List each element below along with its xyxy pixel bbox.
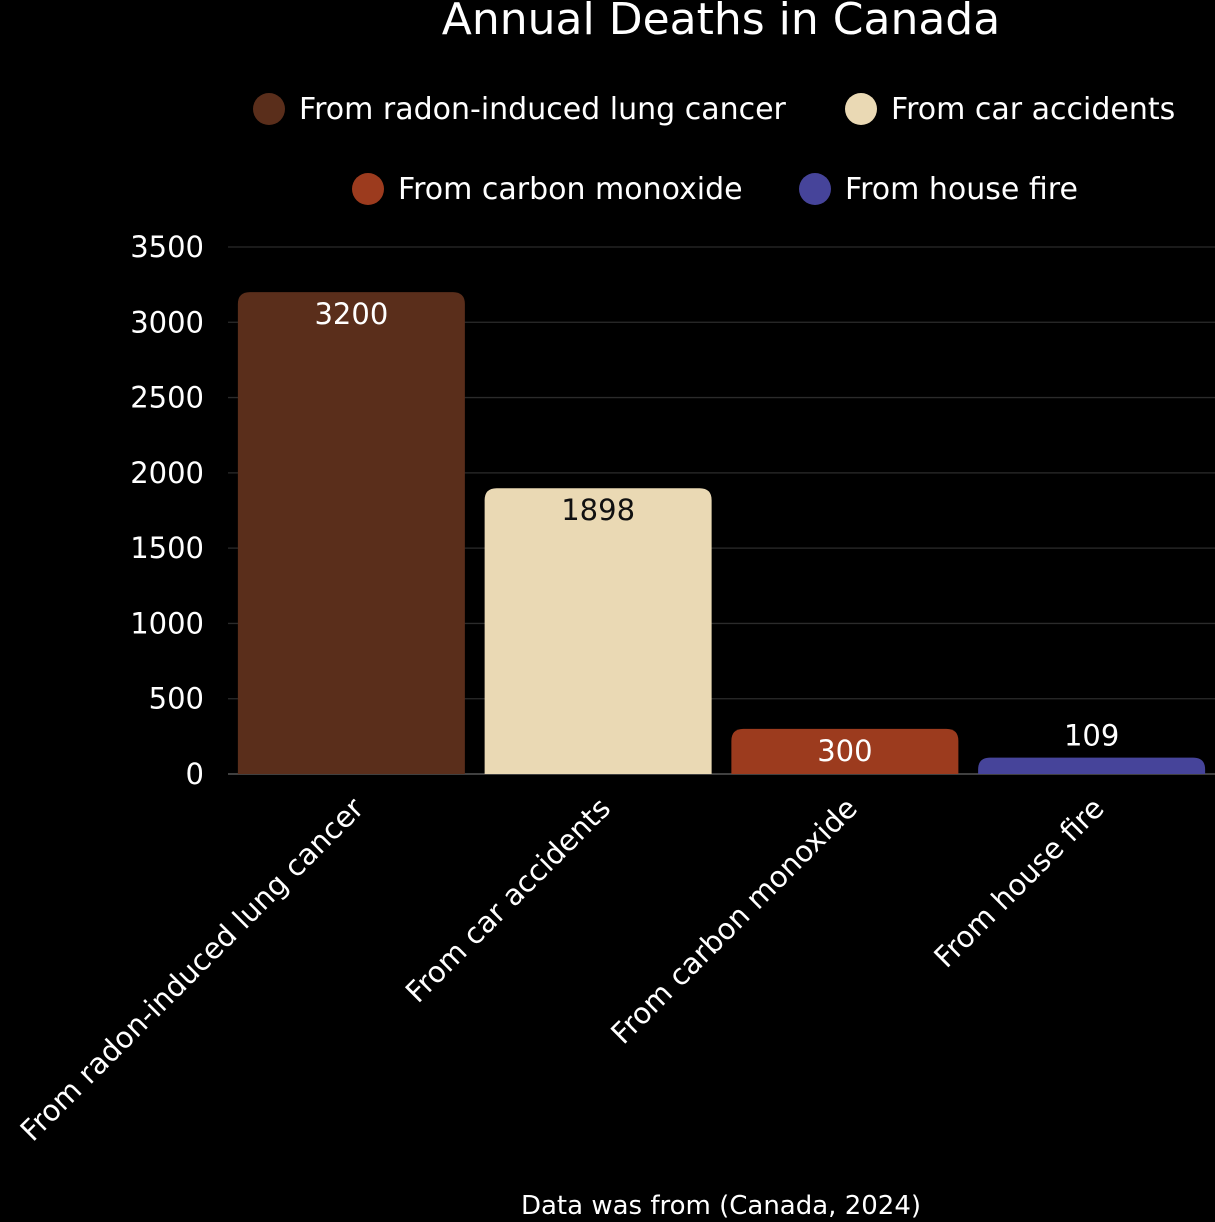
data-label-carbon-monoxide: 300 <box>817 734 872 768</box>
legend-swatch-car-accidents <box>845 93 877 125</box>
bar-carbon-monoxide[interactable] <box>731 728 959 774</box>
x-tick-label-radon: From radon-induced lung cancer <box>13 791 370 1148</box>
x-tick-label-car-accidents: From car accidents <box>399 791 617 1009</box>
legend-entry-radon[interactable]: From radon-induced lung cancer <box>253 92 787 127</box>
y-tick-label: 3000 <box>130 305 204 339</box>
bar-house-fire[interactable] <box>978 757 1206 774</box>
bar-radon[interactable] <box>237 292 465 774</box>
legend-swatch-radon <box>253 93 285 125</box>
legend-label-car-accidents: From car accidents <box>891 92 1175 127</box>
chart-title: Annual Deaths in Canada <box>442 0 1000 45</box>
legend-label-radon: From radon-induced lung cancer <box>299 92 787 127</box>
y-tick-label: 3500 <box>130 230 204 264</box>
data-label-car-accidents: 1898 <box>561 493 635 527</box>
source-note: Data was from (Canada, 2024) <box>521 1191 921 1221</box>
x-axis: From radon-induced lung cancer From car a… <box>13 791 1110 1148</box>
y-tick-label: 1000 <box>130 606 204 640</box>
x-tick-label-carbon-monoxide: From carbon monoxide <box>604 791 864 1051</box>
y-tick-label: 1500 <box>130 531 204 565</box>
legend: From radon-induced lung cancer From car … <box>253 92 1175 207</box>
y-tick-label: 0 <box>186 757 204 791</box>
y-axis: 0 500 1000 1500 2000 2500 3000 3500 <box>130 230 204 791</box>
legend-swatch-house-fire <box>799 173 831 205</box>
x-tick-label-house-fire: From house fire <box>927 791 1110 974</box>
legend-entry-house-fire[interactable]: From house fire <box>799 172 1078 207</box>
legend-entry-carbon-monoxide[interactable]: From carbon monoxide <box>352 172 743 207</box>
bars: 3200 1898 300 109 <box>237 292 1206 774</box>
data-label-radon: 3200 <box>314 297 388 331</box>
y-tick-label: 500 <box>149 682 204 716</box>
legend-label-carbon-monoxide: From carbon monoxide <box>398 172 743 207</box>
legend-swatch-carbon-monoxide <box>352 173 384 205</box>
bar-car-accidents[interactable] <box>484 488 712 774</box>
y-tick-label: 2500 <box>130 381 204 415</box>
y-tick-label: 2000 <box>130 456 204 490</box>
legend-entry-car-accidents[interactable]: From car accidents <box>845 92 1175 127</box>
legend-label-house-fire: From house fire <box>845 172 1078 207</box>
data-label-house-fire: 109 <box>1064 719 1119 753</box>
